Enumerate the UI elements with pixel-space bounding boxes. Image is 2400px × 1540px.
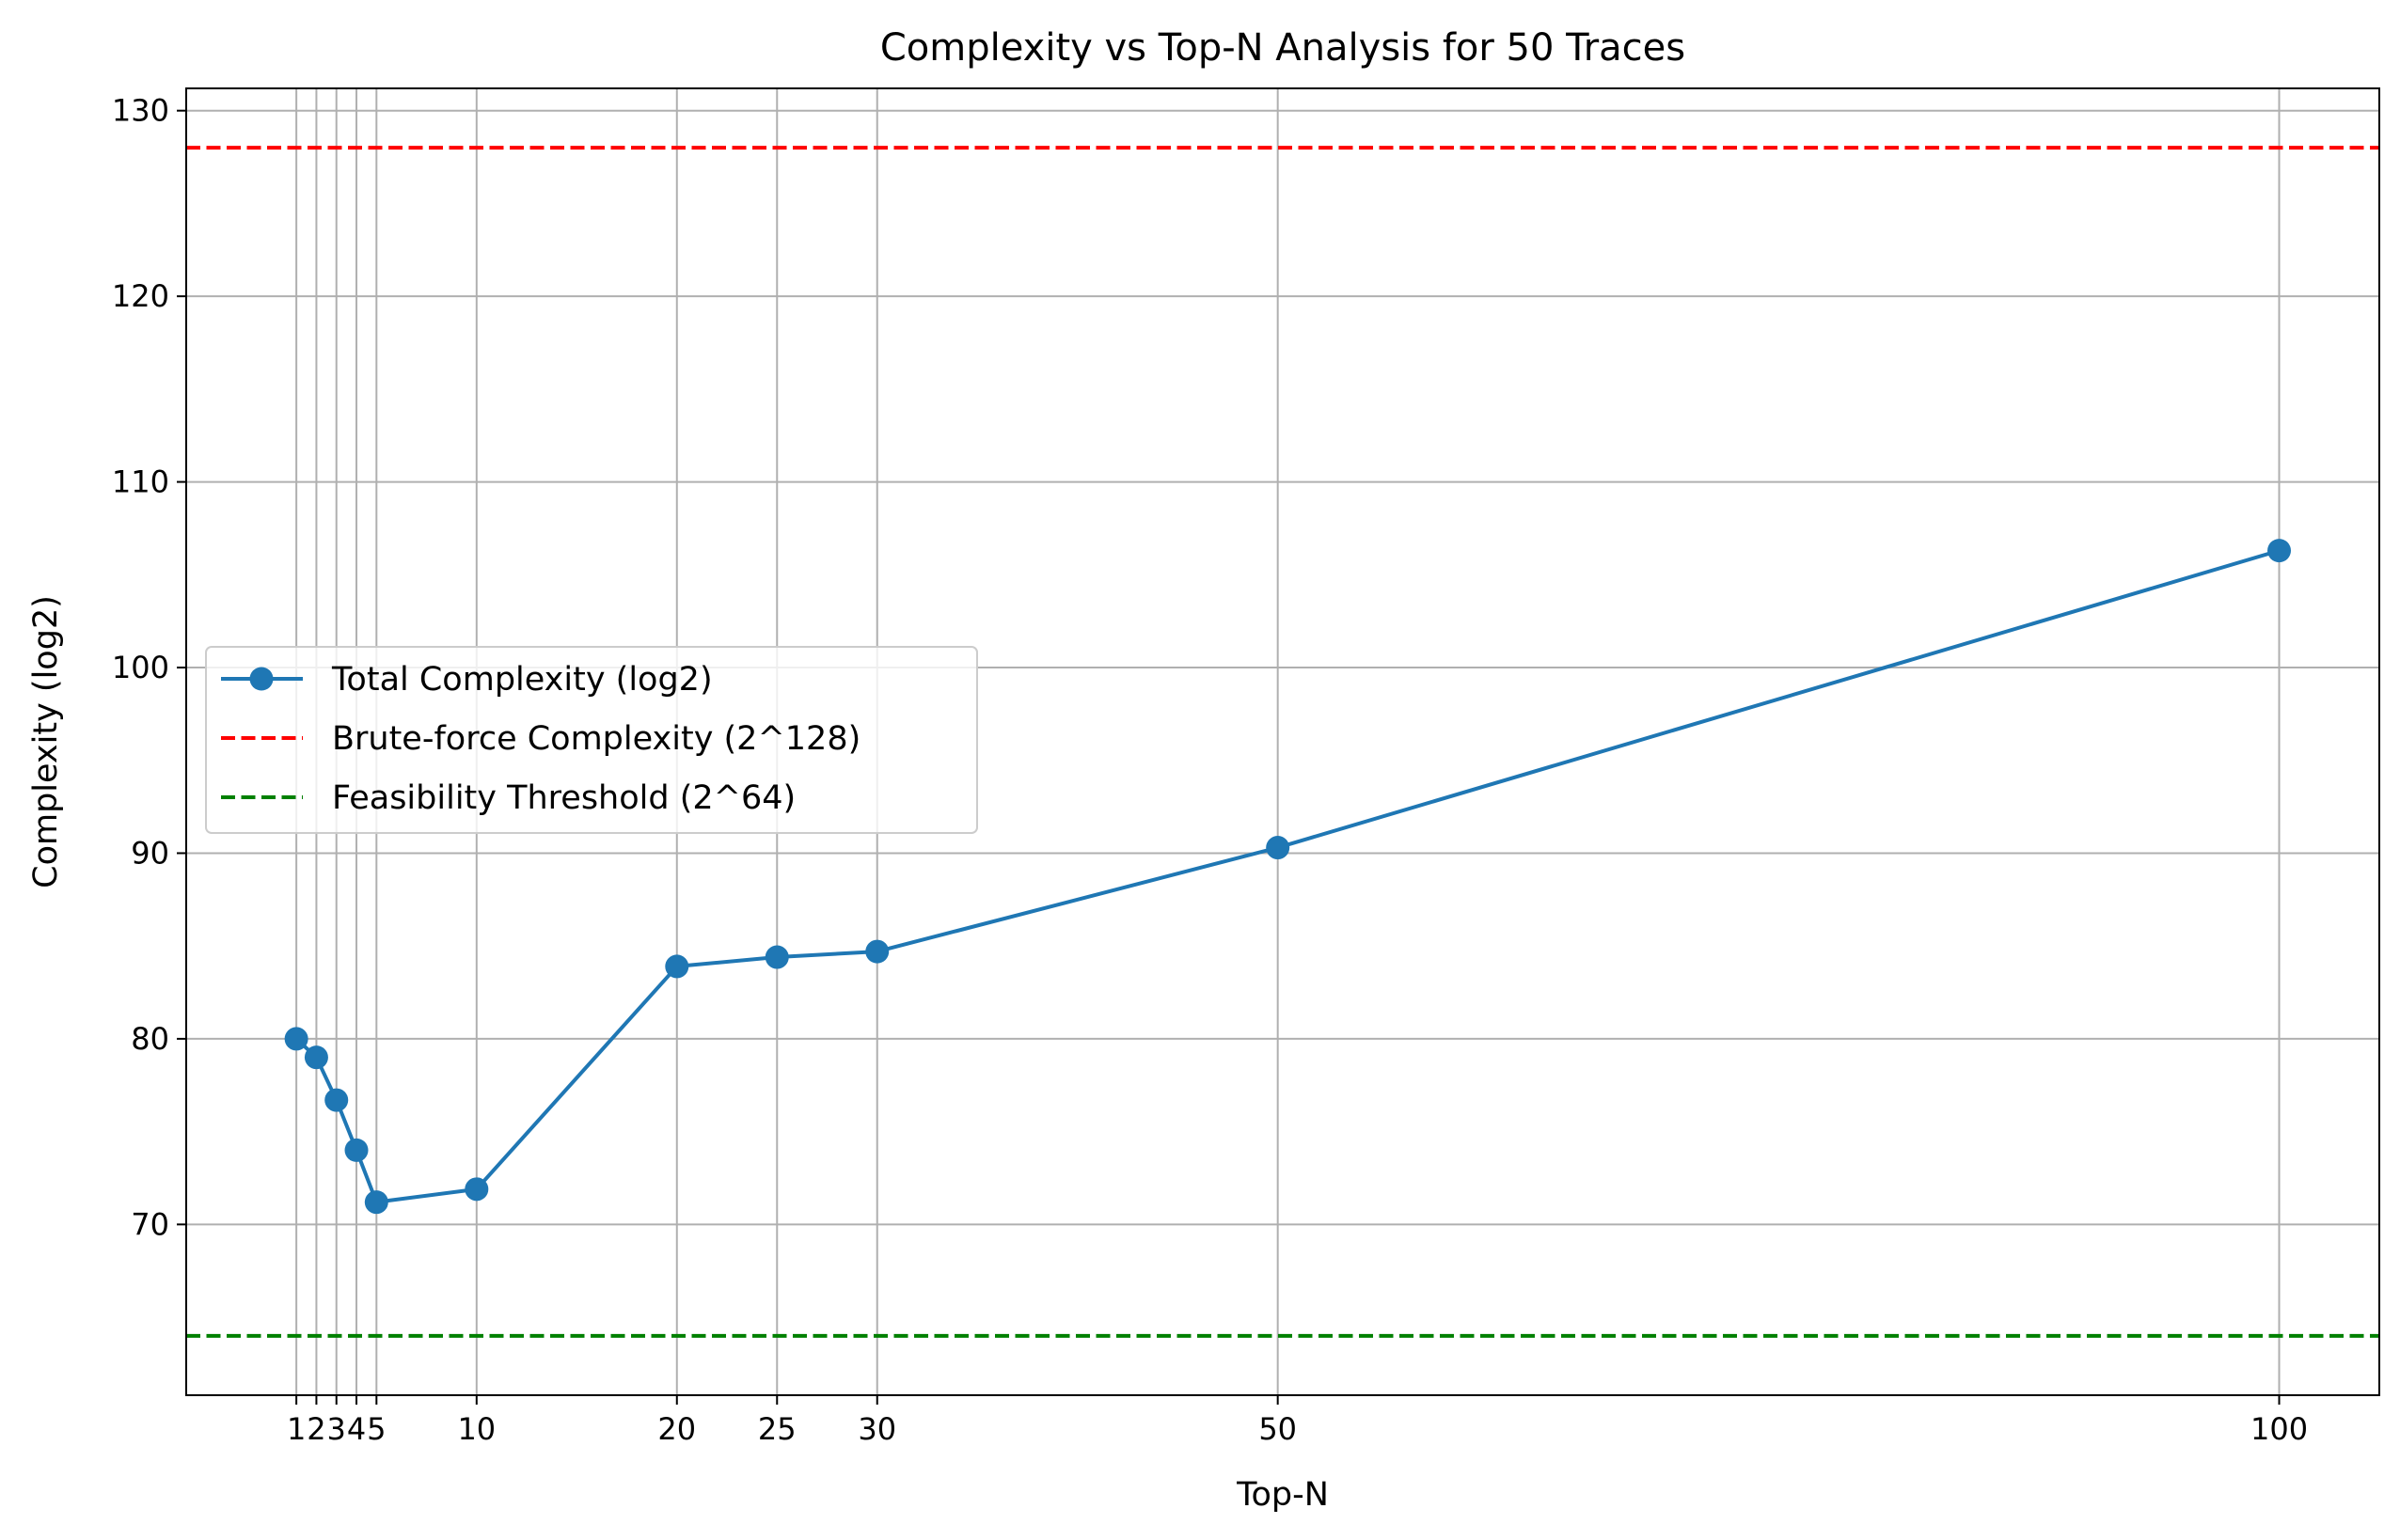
data-point xyxy=(865,939,890,964)
x-axis: 1 2 3 4 5 10 20 25 30 50 100 xyxy=(287,1395,2308,1447)
x-tick-label: 1 xyxy=(287,1411,306,1447)
y-tick-label: 110 xyxy=(112,464,169,500)
data-point xyxy=(1266,836,1290,860)
legend: Total Complexity (log2) Brute-force Compl… xyxy=(205,646,978,834)
legend-label-reference-0: Brute-force Complexity (2^128) xyxy=(332,720,861,758)
x-tick-label: 3 xyxy=(327,1411,346,1447)
data-point xyxy=(304,1045,328,1070)
legend-box xyxy=(205,646,978,834)
y-axis: 70 80 90 100 110 120 130 xyxy=(112,93,186,1242)
legend-marker-series xyxy=(249,667,274,691)
reference-lines xyxy=(186,146,2379,1338)
data-point xyxy=(324,1088,349,1112)
x-tick-label: 25 xyxy=(758,1411,797,1447)
y-tick-label: 80 xyxy=(131,1021,169,1057)
data-point xyxy=(765,945,789,969)
data-point xyxy=(344,1138,369,1162)
x-tick-label: 10 xyxy=(457,1411,496,1447)
legend-label-reference-1: Feasibility Threshold (2^64) xyxy=(332,779,796,817)
x-tick-label: 50 xyxy=(1258,1411,1297,1447)
series-layer xyxy=(284,539,2292,1215)
data-point xyxy=(364,1190,388,1215)
y-axis-label: Complexity (log2) xyxy=(27,595,65,888)
y-tick-label: 120 xyxy=(112,278,169,314)
y-tick-label: 100 xyxy=(112,650,169,685)
x-tick-label: 2 xyxy=(307,1411,325,1447)
chart-title: Complexity vs Top-N Analysis for 50 Trac… xyxy=(880,26,1685,70)
x-tick-label: 4 xyxy=(347,1411,366,1447)
data-point xyxy=(665,954,689,979)
data-point xyxy=(284,1027,308,1051)
x-tick-label: 100 xyxy=(2250,1411,2308,1447)
data-point xyxy=(2267,539,2292,563)
x-tick-label: 5 xyxy=(367,1411,386,1447)
x-axis-label: Top-N xyxy=(1236,1476,1329,1514)
y-tick-label: 70 xyxy=(131,1206,169,1242)
y-tick-label: 130 xyxy=(112,93,169,129)
data-point xyxy=(465,1177,489,1202)
x-tick-label: 20 xyxy=(657,1411,696,1447)
plot-frame xyxy=(185,87,2380,1396)
x-tick-label: 30 xyxy=(858,1411,896,1447)
y-tick-label: 90 xyxy=(131,835,169,871)
legend-label-series: Total Complexity (log2) xyxy=(331,661,713,699)
